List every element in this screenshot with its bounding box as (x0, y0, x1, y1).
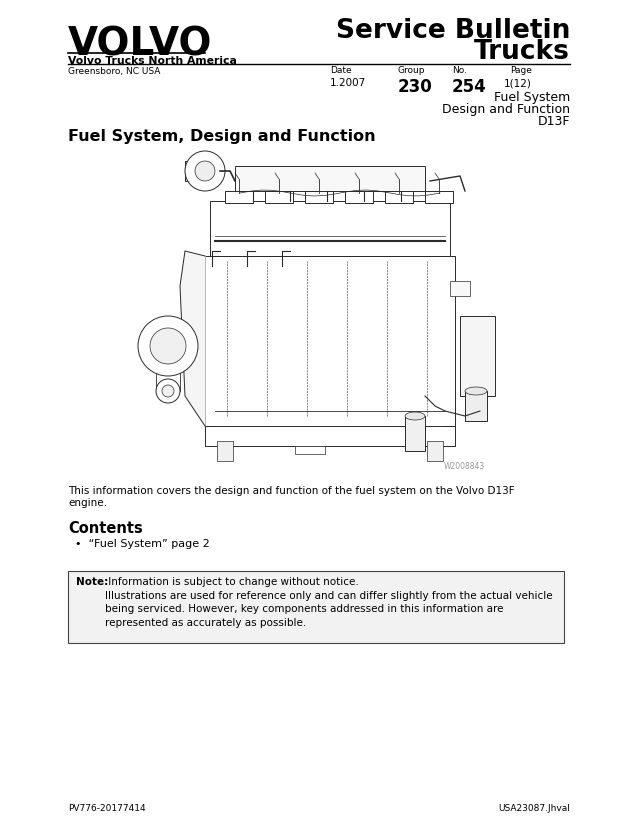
Text: Group: Group (398, 66, 426, 75)
Bar (427, 441, 443, 461)
Circle shape (195, 161, 215, 181)
Bar (217, 441, 233, 461)
Text: Fuel System: Fuel System (494, 91, 570, 104)
Bar (425, 191, 453, 203)
Bar (185, 161, 197, 181)
Bar (305, 191, 333, 203)
Text: Page: Page (510, 66, 532, 75)
Text: This information covers the design and function of the fuel system on the Volvo : This information covers the design and f… (68, 486, 515, 496)
Circle shape (150, 328, 186, 364)
Bar (460, 316, 495, 396)
Text: Trucks: Trucks (474, 39, 570, 65)
Text: •  “Fuel System” page 2: • “Fuel System” page 2 (75, 539, 210, 549)
Text: Design and Function: Design and Function (442, 103, 570, 116)
Circle shape (185, 151, 225, 191)
Bar (225, 191, 253, 203)
Bar (235, 166, 425, 191)
Text: USA23087.Jhval: USA23087.Jhval (498, 804, 570, 813)
Text: 1(12): 1(12) (504, 78, 532, 88)
Text: 230: 230 (398, 78, 433, 96)
Bar (295, 446, 325, 454)
FancyBboxPatch shape (68, 571, 564, 643)
Text: Contents: Contents (68, 521, 143, 536)
Bar (465, 391, 487, 421)
Text: D13F: D13F (537, 115, 570, 128)
Text: Information is subject to change without notice.
Illustrations are used for refe: Information is subject to change without… (105, 577, 553, 628)
Text: W2008843: W2008843 (444, 462, 485, 471)
Ellipse shape (405, 412, 425, 420)
Bar (265, 191, 293, 203)
Text: Greensboro, NC USA: Greensboro, NC USA (68, 67, 160, 76)
Text: engine.: engine. (68, 498, 107, 508)
Text: PV776-20177414: PV776-20177414 (68, 804, 145, 813)
Text: Date: Date (330, 66, 352, 75)
Bar (450, 281, 470, 296)
Bar (405, 416, 425, 451)
Text: No.: No. (452, 66, 467, 75)
Circle shape (138, 316, 198, 376)
Text: 254: 254 (452, 78, 487, 96)
Text: VOLVO: VOLVO (68, 26, 212, 64)
Ellipse shape (465, 387, 487, 395)
Bar (385, 191, 413, 203)
Text: Note:: Note: (76, 577, 108, 587)
Polygon shape (180, 251, 205, 426)
Circle shape (156, 379, 180, 403)
Bar (345, 191, 373, 203)
Text: Volvo Trucks North America: Volvo Trucks North America (68, 56, 237, 66)
Text: 1.2007: 1.2007 (330, 78, 366, 88)
Text: Service Bulletin: Service Bulletin (336, 18, 570, 44)
Text: Fuel System, Design and Function: Fuel System, Design and Function (68, 129, 376, 144)
Circle shape (162, 385, 174, 397)
Bar (155, 161, 490, 476)
